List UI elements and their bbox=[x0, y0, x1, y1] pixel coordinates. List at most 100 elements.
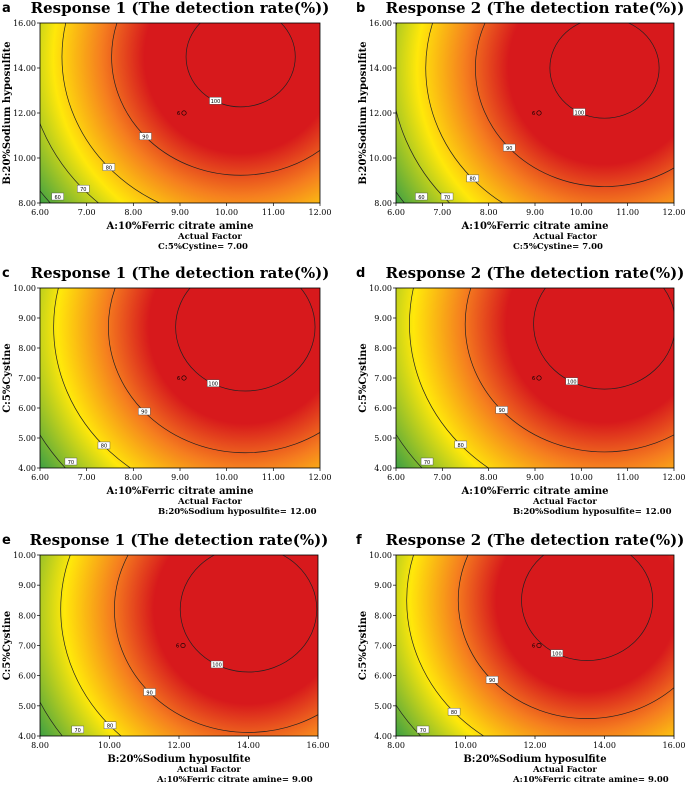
y-tick-label: 8.00 bbox=[374, 199, 392, 208]
x-tick-label: 12.00 bbox=[663, 473, 685, 482]
chart-title: Response 2 (The detection rate(%)) bbox=[386, 0, 685, 17]
contour-line-100 bbox=[185, 23, 296, 108]
y-tick-label: 8.00 bbox=[374, 611, 392, 620]
y-tick-label: 10.00 bbox=[369, 551, 392, 560]
center-point bbox=[180, 642, 186, 648]
x-tick-label: 12.00 bbox=[663, 208, 685, 217]
contour-label-box bbox=[103, 721, 117, 729]
panel-letter: c bbox=[2, 266, 10, 281]
y-tick-label: 4.00 bbox=[374, 732, 392, 741]
contour-label-box bbox=[209, 97, 222, 105]
contour-label-60: 60 bbox=[54, 195, 60, 201]
contour-line-80 bbox=[60, 555, 122, 736]
x-tick-label: 8.00 bbox=[387, 741, 405, 750]
contour-label-box bbox=[102, 163, 116, 171]
y-tick-label: 6.00 bbox=[18, 672, 36, 681]
center-point bbox=[181, 110, 187, 116]
x-tick-label: 9.00 bbox=[171, 473, 189, 482]
y-tick-label: 7.00 bbox=[18, 642, 36, 651]
chart-title: Response 2 (The detection rate(%)) bbox=[386, 264, 685, 282]
contour-label-box bbox=[139, 132, 152, 141]
contour-line-90 bbox=[457, 555, 674, 719]
contour-label-box bbox=[64, 457, 78, 466]
x-tick-label: 7.00 bbox=[433, 473, 451, 482]
contour-label-box bbox=[447, 707, 461, 716]
x-axis-label: A:10%Ferric citrate amine bbox=[106, 221, 254, 232]
contour-label-100: 100 bbox=[212, 663, 222, 669]
x-axis-label: A:10%Ferric citrate amine bbox=[461, 221, 609, 232]
y-tick-label: 10.00 bbox=[369, 284, 392, 293]
contour-line-90 bbox=[111, 23, 320, 176]
contour-label-90: 90 bbox=[506, 146, 512, 152]
contour-label-box bbox=[565, 377, 578, 385]
x-tick-label: 10.00 bbox=[215, 473, 238, 482]
contour-label-box bbox=[503, 143, 516, 152]
y-tick-label: 7.00 bbox=[18, 374, 36, 383]
x-axis-label: B:20%Sodium hyposulfite bbox=[463, 754, 606, 765]
x-tick-label: 8.00 bbox=[124, 208, 142, 217]
y-tick-label: 9.00 bbox=[374, 581, 392, 590]
contour-label-90: 90 bbox=[499, 408, 505, 414]
contour-label-box bbox=[51, 192, 64, 201]
y-tick-label: 6.00 bbox=[374, 672, 392, 681]
x-tick-label: 9.00 bbox=[526, 473, 544, 482]
contour-line-80 bbox=[61, 23, 161, 203]
center-point bbox=[536, 642, 542, 648]
actual-factor-value: C:5%Cystine= 7.00 bbox=[158, 242, 248, 252]
x-tick-label: 12.00 bbox=[168, 741, 191, 750]
contour-label-80: 80 bbox=[107, 724, 113, 730]
y-tick-label: 5.00 bbox=[374, 434, 392, 443]
contour-label-box bbox=[143, 688, 156, 696]
panel-b: 100 90 80 70 60 6 6.00 7.00 8.00 9.00 10.00 11.00 12… bbox=[356, 0, 685, 252]
x-tick-label: 10.00 bbox=[570, 473, 593, 482]
actual-factor-title: Actual Factor bbox=[176, 765, 241, 775]
y-axis-label: C:5%Cystine bbox=[2, 611, 13, 681]
contour-label-box bbox=[77, 184, 90, 193]
x-axis-label: B:20%Sodium hyposulfite bbox=[107, 754, 250, 765]
x-tick-label: 11.00 bbox=[616, 473, 639, 482]
contour-label-box bbox=[71, 725, 84, 734]
y-tick-label: 8.00 bbox=[18, 611, 36, 620]
x-tick-label: 12.00 bbox=[309, 473, 332, 482]
y-tick-label: 8.00 bbox=[374, 344, 392, 353]
contour-label-100: 100 bbox=[575, 110, 585, 116]
y-tick-label: 14.00 bbox=[13, 64, 36, 73]
contour-line-80 bbox=[425, 23, 504, 203]
y-axis-label: C:5%Cystine bbox=[2, 343, 13, 413]
contour-label-80: 80 bbox=[106, 165, 112, 171]
heatmap-surface bbox=[40, 288, 320, 468]
actual-factor-value: A:10%Ferric citrate amine= 9.00 bbox=[512, 775, 669, 785]
contour-line-80 bbox=[53, 288, 132, 468]
contour-label-box bbox=[420, 457, 434, 466]
contour-label-box bbox=[206, 379, 220, 388]
contour-label-90: 90 bbox=[489, 678, 495, 684]
contour-line-100 bbox=[179, 555, 318, 673]
x-tick-label: 10.00 bbox=[98, 741, 121, 750]
contour-label-100: 100 bbox=[567, 380, 577, 386]
y-tick-label: 14.00 bbox=[369, 64, 392, 73]
x-tick-label: 6.00 bbox=[31, 473, 49, 482]
contour-label-70: 70 bbox=[74, 728, 80, 734]
y-tick-label: 8.00 bbox=[18, 344, 36, 353]
center-point-label: 6 bbox=[176, 643, 179, 649]
actual-factor-title: Actual Factor bbox=[177, 232, 242, 242]
y-tick-label: 7.00 bbox=[374, 642, 392, 651]
contour-label-box bbox=[97, 441, 111, 450]
center-point bbox=[536, 110, 542, 116]
y-axis-label: B:20%Sodium hyposulfite bbox=[358, 41, 369, 184]
x-tick-label: 8.00 bbox=[31, 741, 49, 750]
x-tick-label: 6.00 bbox=[387, 473, 405, 482]
contour-label-90: 90 bbox=[146, 690, 152, 696]
x-tick-label: 10.00 bbox=[570, 208, 593, 217]
y-tick-label: 8.00 bbox=[18, 199, 36, 208]
y-axis-label: B:20%Sodium hyposulfite bbox=[2, 41, 13, 184]
actual-factor-title: Actual Factor bbox=[177, 497, 242, 507]
actual-factor-value: B:20%Sodium hyposulfite= 12.00 bbox=[513, 507, 672, 517]
contour-label-70: 70 bbox=[80, 187, 86, 193]
x-tick-label: 6.00 bbox=[31, 208, 49, 217]
contour-label-70: 70 bbox=[424, 460, 430, 466]
x-tick-label: 9.00 bbox=[526, 208, 544, 217]
y-tick-label: 12.00 bbox=[13, 109, 36, 118]
y-tick-label: 4.00 bbox=[18, 732, 36, 741]
